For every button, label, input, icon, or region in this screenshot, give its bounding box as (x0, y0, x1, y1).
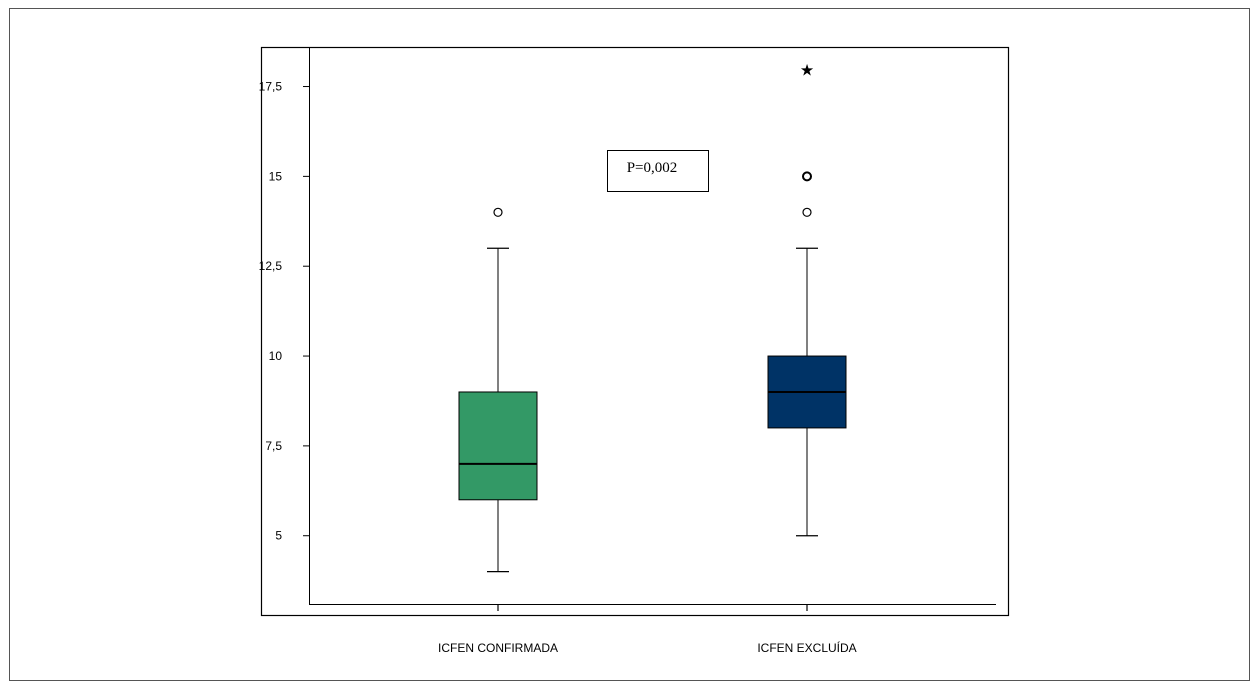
x-axis-ticks: ICFEN CONFIRMADA ICFEN EXCLUÍDA (438, 604, 857, 655)
y-axis-ticks: 5 7,5 10 12,5 15 17,5 (259, 80, 309, 543)
box-group: ★ (767, 63, 847, 537)
figure-border (9, 8, 1250, 681)
plot-panel-border (260, 46, 1010, 617)
outlier-point (802, 171, 812, 182)
y-tick-label: 17,5 (259, 80, 283, 94)
x-category-label: ICFEN CONFIRMADA (438, 641, 558, 655)
y-tick-label: 10 (269, 349, 283, 363)
p-value-annotation: P=0,002 (607, 150, 709, 192)
iqr-box (458, 391, 538, 501)
y-tick-label: 12,5 (259, 259, 283, 273)
y-tick-label: 7,5 (265, 439, 282, 453)
y-tick-label: 5 (275, 529, 282, 543)
outlier-point (493, 207, 503, 217)
annotation-text: P=0,002 (627, 160, 678, 176)
box-series: ★ (458, 63, 847, 573)
x-category-label: ICFEN EXCLUÍDA (757, 640, 856, 655)
outlier-point (802, 207, 812, 217)
y-tick-label: 15 (269, 169, 283, 183)
annotation-box (607, 150, 709, 192)
extreme-point: ★ (800, 63, 814, 80)
box-group (458, 207, 538, 573)
